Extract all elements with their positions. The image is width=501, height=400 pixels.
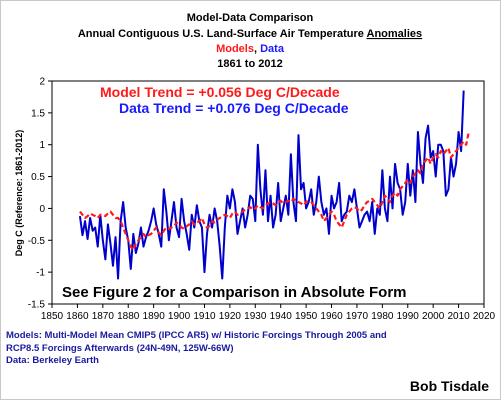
figure2-annotation: See Figure 2 for a Comparison in Absolut… bbox=[62, 284, 407, 301]
x-tick-label: 1910 bbox=[193, 311, 216, 322]
chart-title-line2-prefix: Annual Contiguous U.S. Land-Surface Air … bbox=[78, 28, 367, 40]
x-tick-label: 1940 bbox=[270, 311, 293, 322]
axes: 1850 1860 1870 1880 1890 1900 1910 1920 1930 1940… bbox=[28, 77, 496, 323]
y-tick-label: 1 bbox=[39, 140, 45, 151]
x-tick-label: 1970 bbox=[346, 311, 369, 322]
chart-title-line3: Models, Data bbox=[216, 43, 285, 55]
y-tick-label: 2 bbox=[39, 77, 45, 88]
notes-models-line1: Models: Multi-Model Mean CMIP5 (IPCC AR5… bbox=[6, 330, 387, 341]
y-tick-label: 1.5 bbox=[31, 108, 45, 119]
data-trend-label: Data Trend = +0.076 Deg C/Decade bbox=[119, 100, 349, 116]
chart-title-separator: , bbox=[254, 43, 260, 55]
notes-data-source: Data: Berkeley Earth bbox=[6, 355, 99, 366]
x-tick-label: 2000 bbox=[422, 311, 445, 322]
series-line-models bbox=[79, 131, 470, 251]
chart-title-line2-underlined: Anomalies bbox=[367, 28, 423, 40]
x-tick-label: 1850 bbox=[41, 311, 64, 322]
x-tick-label: 1990 bbox=[397, 311, 420, 322]
x-tick-label: 1960 bbox=[320, 311, 343, 322]
notes-models-line2: RCP8.5 Forcings Afterwards (24N-49N, 125… bbox=[6, 342, 234, 354]
y-tick-label: -1.5 bbox=[28, 300, 46, 311]
x-tick-label: 1930 bbox=[244, 311, 267, 322]
chart-title-line1: Model-Data Comparison bbox=[187, 12, 314, 24]
y-tick-label: -0.5 bbox=[28, 236, 46, 247]
y-tick-label: 0 bbox=[39, 204, 45, 215]
notes-block: Models: Multi-Model Mean CMIP5 (IPCC AR5… bbox=[6, 330, 426, 368]
x-tick-label: 2010 bbox=[447, 311, 470, 322]
x-tick-label: 1870 bbox=[92, 311, 115, 322]
chart-title-line2: Annual Contiguous U.S. Land-Surface Air … bbox=[78, 28, 422, 40]
x-tick-label: 1890 bbox=[143, 311, 166, 322]
x-tick-label: 1900 bbox=[168, 311, 191, 322]
x-tick-label: 1880 bbox=[117, 311, 140, 322]
x-tick-label: 1860 bbox=[66, 311, 89, 322]
chart-title-line4: 1861 to 2012 bbox=[217, 58, 282, 70]
y-tick-label: 0.5 bbox=[31, 172, 45, 183]
y-tick-label: -1 bbox=[36, 268, 45, 279]
model-trend-label: Model Trend = +0.056 Deg C/Decade bbox=[100, 84, 340, 100]
y-axis-label: Deg C (Reference: 1861-2012) bbox=[14, 130, 24, 257]
x-tick-label: 1920 bbox=[219, 311, 242, 322]
series-line-data bbox=[78, 90, 465, 280]
x-tick-label: 1980 bbox=[371, 311, 394, 322]
author-signature: Bob Tisdale bbox=[409, 378, 489, 394]
chart-title-models: Models bbox=[216, 43, 254, 55]
x-tick-label: 1950 bbox=[295, 311, 318, 322]
x-tick-label: 2020 bbox=[473, 311, 496, 322]
series-layer bbox=[78, 90, 470, 280]
plot-area bbox=[51, 80, 485, 305]
chart-title-data: Data bbox=[260, 43, 285, 55]
